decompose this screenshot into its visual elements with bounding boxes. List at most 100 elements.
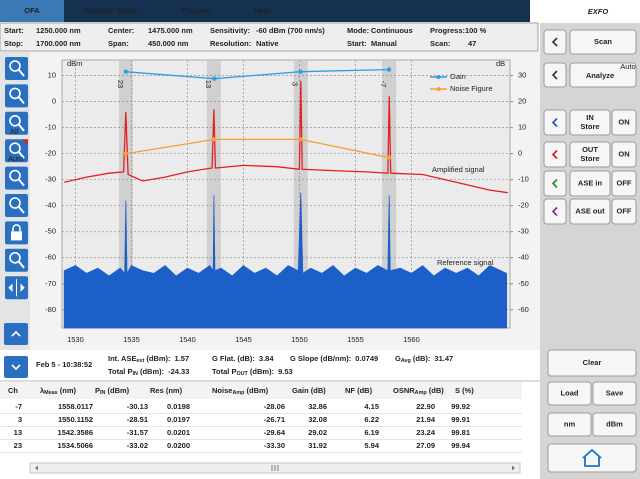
chevron-icon — [551, 206, 558, 217]
info-label: Start: — [347, 39, 367, 48]
summary-item: Int. ASEext (dBm): 1.57 — [108, 354, 189, 364]
table-cell: -7 — [15, 402, 22, 411]
text-part: (dBm): — [138, 367, 164, 376]
collapse-button[interactable] — [4, 323, 28, 345]
toggle-label: ON — [618, 117, 629, 126]
chevron-button[interactable] — [543, 29, 567, 55]
table-cell: 4.15 — [364, 402, 379, 411]
table-cell: 99.81 — [451, 428, 470, 437]
fit-icon — [8, 279, 25, 297]
series-marker — [212, 137, 217, 142]
toggle-button[interactable] — [611, 141, 637, 168]
column-header: Gain (dB) — [292, 386, 326, 395]
series-label: Reference signal — [437, 258, 494, 267]
y2-axis-label: dB — [496, 59, 505, 68]
table-cell: -30.13 — [127, 402, 148, 411]
text-part: Amp — [232, 390, 245, 396]
text-part: λ — [40, 386, 45, 395]
button-label: Analyze — [586, 71, 614, 80]
info-value: -60 dBm (700 nm/s) — [256, 26, 325, 35]
zoom-icon — [18, 124, 25, 132]
table-cell: 6.19 — [364, 428, 379, 437]
text-part: (dBm) — [105, 386, 129, 395]
logo-bg — [530, 0, 640, 22]
tab[interactable]: Triggers — [181, 6, 211, 15]
table-cell: 27.09 — [416, 441, 435, 450]
y-tick-label: -30 — [45, 175, 56, 184]
zoom-icon — [9, 251, 21, 264]
table-cell: 99.92 — [451, 402, 470, 411]
table-cell: 0.0200 — [167, 441, 190, 450]
summary-value: 31.47 — [434, 354, 453, 363]
y-tick-label: -80 — [45, 305, 56, 314]
load-button[interactable] — [547, 381, 592, 406]
chevron-button[interactable] — [543, 170, 567, 197]
channel-band — [206, 60, 221, 328]
toggle-button[interactable] — [611, 109, 637, 136]
unit-button[interactable] — [547, 412, 592, 437]
info-value: 1250.000 nm — [36, 26, 81, 35]
table-cell: 5.94 — [364, 441, 379, 450]
info-label: Mode: — [347, 26, 369, 35]
table-cell: 1558.0117 — [58, 402, 93, 411]
x-tick-label: 1530 — [67, 335, 84, 344]
info-value: 47 — [468, 39, 476, 48]
legend-label: Gain — [450, 72, 466, 81]
y2-tick-label: -40 — [518, 253, 529, 262]
table-cell: 6.22 — [364, 415, 379, 424]
table-cell: -28.06 — [264, 402, 285, 411]
tab[interactable]: OFA — [24, 6, 40, 15]
tab[interactable]: Analysis Setup — [83, 6, 137, 15]
table-cell: -33.02 — [127, 441, 148, 450]
chevron-button[interactable] — [543, 141, 567, 168]
summary-item: G Slope (dB/nm): 0.0749 — [290, 354, 378, 363]
toggle-button[interactable] — [611, 198, 637, 225]
channel-label: 13 — [204, 80, 213, 88]
unit-button[interactable] — [592, 412, 637, 437]
right-panel — [540, 23, 640, 479]
info-value: Manual — [371, 39, 397, 48]
table-cell: 0.0197 — [167, 415, 190, 424]
scan-button[interactable] — [569, 29, 637, 55]
toggle-button[interactable] — [611, 170, 637, 197]
text-part: (dBm): — [248, 367, 274, 376]
auto-label: Auto — [620, 62, 635, 71]
y2-tick-label: -30 — [518, 227, 529, 236]
table-cell: 1550.1152 — [58, 415, 93, 424]
info-value: Native — [256, 39, 279, 48]
info-label: Resolution: — [210, 39, 251, 48]
table-cell: 0.0198 — [167, 402, 190, 411]
trace-button[interactable] — [569, 170, 611, 197]
x-tick-label: 1540 — [179, 335, 196, 344]
table-cell: 1542.3586 — [58, 428, 93, 437]
expand-button[interactable] — [4, 356, 28, 378]
button-label: Clear — [583, 358, 602, 367]
analyze-button[interactable] — [569, 62, 637, 88]
table-cell: -33.30 — [264, 441, 285, 450]
chevron-button[interactable] — [543, 109, 567, 136]
series-marker — [212, 76, 217, 81]
chevron-button[interactable] — [543, 62, 567, 88]
y2-tick-label: 30 — [518, 71, 526, 80]
y2-tick-label: 10 — [518, 123, 526, 132]
trace-button[interactable] — [569, 141, 611, 168]
chevron-button[interactable] — [543, 198, 567, 225]
text-part: (dBm): — [144, 354, 170, 363]
table-cell: 23 — [14, 441, 22, 450]
summary-value: -24.33 — [168, 367, 189, 376]
summary-item: Total PIN (dBm): -24.33 — [108, 367, 189, 377]
home-button[interactable] — [547, 443, 637, 473]
tab-active[interactable] — [0, 0, 64, 22]
column-header: λMeas (nm) — [40, 386, 77, 396]
trace-button[interactable] — [569, 109, 611, 136]
column-header: Res (nm) — [150, 386, 183, 395]
trace-button[interactable] — [569, 198, 611, 225]
column-header: OSNRAmp (dB) — [393, 386, 444, 396]
save-button[interactable] — [592, 381, 637, 406]
tab[interactable]: Help — [254, 6, 271, 15]
clear-button[interactable] — [547, 349, 637, 377]
table-cell: 0.0201 — [167, 428, 190, 437]
zoom-icon — [18, 69, 25, 77]
text-part: Noise — [212, 386, 232, 395]
toggle-label: ON — [618, 149, 629, 158]
